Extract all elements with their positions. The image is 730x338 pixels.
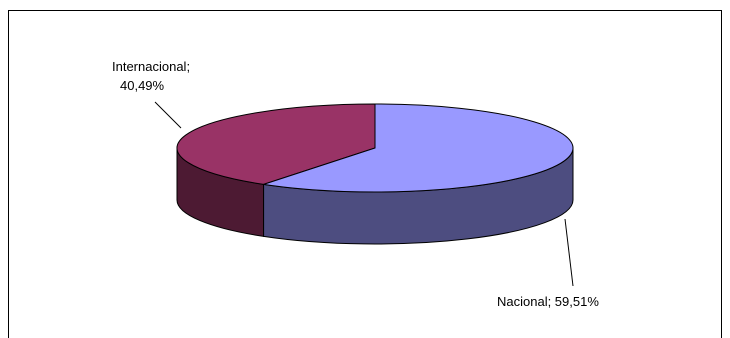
data-label-internacional-value: 40,49%	[120, 78, 165, 93]
data-label-nacional: Nacional; 59,51%	[497, 294, 599, 309]
data-label-internacional-name: Internacional;	[112, 59, 190, 74]
leader-line-internacional	[154, 101, 182, 129]
pie-slice-internacional	[176, 103, 376, 185]
pie-slice-nacional	[263, 103, 574, 193]
chart-area-border	[8, 10, 722, 338]
leader-line-nacional	[564, 218, 574, 287]
